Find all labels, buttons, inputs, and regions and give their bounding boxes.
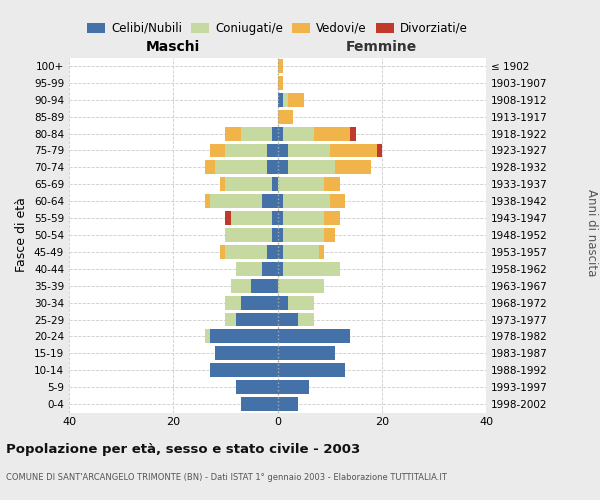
Bar: [215, 160, 267, 174]
Bar: [283, 245, 319, 259]
Bar: [329, 144, 377, 158]
Bar: [272, 228, 277, 242]
Bar: [277, 211, 283, 225]
Bar: [277, 262, 283, 276]
Bar: [277, 160, 288, 174]
Bar: [262, 194, 277, 208]
Bar: [210, 364, 277, 377]
Bar: [277, 93, 283, 106]
Bar: [283, 228, 325, 242]
Bar: [277, 126, 283, 140]
Bar: [267, 160, 277, 174]
Bar: [241, 397, 277, 411]
Bar: [272, 126, 277, 140]
Legend: Celibi/Nubili, Coniugati/e, Vedovi/e, Divorziati/e: Celibi/Nubili, Coniugati/e, Vedovi/e, Di…: [83, 18, 472, 40]
Bar: [230, 211, 272, 225]
Bar: [220, 245, 226, 259]
Bar: [236, 380, 277, 394]
Bar: [283, 126, 314, 140]
Bar: [277, 364, 345, 377]
Bar: [377, 144, 382, 158]
Bar: [335, 160, 371, 174]
Text: Maschi: Maschi: [146, 40, 200, 54]
Text: Femmine: Femmine: [346, 40, 418, 54]
Bar: [215, 346, 277, 360]
Y-axis label: Fasce di età: Fasce di età: [16, 198, 28, 272]
Bar: [325, 211, 340, 225]
Bar: [277, 144, 288, 158]
Bar: [226, 211, 230, 225]
Text: Anni di nascita: Anni di nascita: [584, 189, 598, 276]
Bar: [277, 330, 350, 344]
Bar: [262, 262, 277, 276]
Bar: [277, 59, 283, 73]
Bar: [277, 76, 283, 90]
Bar: [277, 245, 283, 259]
Bar: [205, 330, 210, 344]
Bar: [277, 194, 283, 208]
Bar: [226, 144, 267, 158]
Bar: [325, 178, 340, 191]
Bar: [210, 194, 262, 208]
Bar: [277, 279, 325, 292]
Bar: [288, 144, 329, 158]
Bar: [325, 228, 335, 242]
Bar: [226, 126, 241, 140]
Bar: [288, 296, 314, 310]
Bar: [314, 126, 350, 140]
Bar: [267, 144, 277, 158]
Bar: [241, 126, 272, 140]
Bar: [272, 211, 277, 225]
Bar: [288, 160, 335, 174]
Bar: [277, 296, 288, 310]
Bar: [226, 245, 267, 259]
Bar: [226, 296, 241, 310]
Bar: [205, 160, 215, 174]
Bar: [210, 144, 226, 158]
Bar: [277, 397, 298, 411]
Bar: [277, 228, 283, 242]
Bar: [288, 93, 304, 106]
Bar: [226, 312, 236, 326]
Bar: [220, 178, 226, 191]
Bar: [272, 178, 277, 191]
Bar: [329, 194, 345, 208]
Bar: [226, 178, 272, 191]
Bar: [236, 262, 262, 276]
Bar: [251, 279, 277, 292]
Bar: [283, 194, 329, 208]
Bar: [241, 296, 277, 310]
Bar: [277, 178, 325, 191]
Bar: [283, 211, 325, 225]
Bar: [277, 380, 309, 394]
Bar: [298, 312, 314, 326]
Bar: [230, 279, 251, 292]
Bar: [226, 228, 272, 242]
Text: Popolazione per età, sesso e stato civile - 2003: Popolazione per età, sesso e stato civil…: [6, 442, 360, 456]
Bar: [283, 93, 288, 106]
Bar: [277, 110, 293, 124]
Bar: [283, 262, 340, 276]
Bar: [236, 312, 277, 326]
Bar: [267, 245, 277, 259]
Text: COMUNE DI SANT'ARCANGELO TRIMONTE (BN) - Dati ISTAT 1° gennaio 2003 - Elaborazio: COMUNE DI SANT'ARCANGELO TRIMONTE (BN) -…: [6, 472, 447, 482]
Bar: [277, 346, 335, 360]
Bar: [205, 194, 210, 208]
Bar: [319, 245, 325, 259]
Bar: [277, 312, 298, 326]
Bar: [210, 330, 277, 344]
Bar: [350, 126, 356, 140]
